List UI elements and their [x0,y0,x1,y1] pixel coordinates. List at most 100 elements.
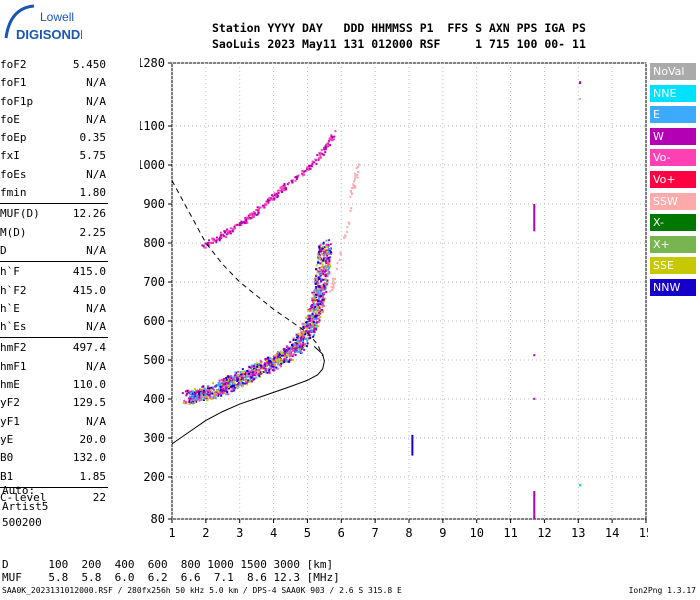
param-value: N/A [86,167,106,181]
echo-mark [344,234,347,237]
param-row: MUF(D) 12.26 [0,205,108,223]
param-name: foF2 [0,58,27,71]
echo-mark [220,383,223,386]
param-value: 415.0 [72,283,106,297]
echo-mark [252,378,255,381]
echo-mark [196,392,199,395]
echo-mark [295,336,298,339]
isolated-echo [411,434,414,456]
echo-mark [355,166,358,169]
y-tick-label: 400 [143,392,165,406]
param-name: foE [0,112,20,126]
echo-mark [319,279,322,282]
echo-mark [300,347,303,350]
echo-mark [254,366,257,369]
param-name: h`F [0,265,20,279]
echo-mark [277,355,280,358]
echo-mark [243,378,246,381]
echo-mark [236,370,239,373]
echo-mark [188,402,191,405]
echo-mark [246,221,249,224]
echo-mark [317,320,320,323]
echo-mark [232,389,235,392]
echo-mark [315,278,318,281]
echo-mark [275,192,278,195]
echo-mark [234,227,237,230]
echo-mark [312,329,315,332]
echo-mark [305,316,308,319]
echo-mark [210,386,213,389]
echo-mark [259,206,262,209]
echo-mark [229,375,232,378]
echo-mark [275,356,278,359]
y-tick-label: 700 [143,275,165,289]
echo-mark [352,180,355,183]
echo-mark [202,389,205,392]
echo-mark [230,385,233,388]
echo-mark [318,273,321,276]
echo-mark [256,373,259,376]
echo-mark [267,360,270,363]
echo-mark [321,278,324,281]
echo-mark [277,191,280,194]
echo-mark [260,366,263,369]
echo-mark [357,171,360,174]
echo-mark [313,299,316,302]
x-tick-label: 14 [605,526,619,540]
param-row: foE N/A [0,111,108,129]
echo-mark [224,389,227,392]
echo-mark [248,372,251,375]
echo-mark [232,377,235,380]
echo-mark [287,347,290,350]
isolated-echo [578,81,581,84]
echo-mark [300,333,303,336]
echo-mark [301,345,304,348]
echo-mark [300,345,303,348]
echo-mark [268,362,271,365]
echo-mark [338,258,341,261]
echo-mark [188,390,191,393]
echo-mark [209,241,212,244]
echo-mark [302,341,305,344]
echo-mark [248,380,251,383]
echo-mark [303,326,306,329]
echo-mark [328,272,331,275]
echo-mark [249,217,252,220]
echo-mark [284,348,287,351]
echo-mark [356,176,359,179]
echo-mark [331,289,334,292]
echo-mark [241,384,244,387]
echo-mark [196,396,199,399]
echo-mark [252,373,255,376]
echo-mark [286,351,289,354]
echo-mark [198,399,201,402]
param-separator [0,261,108,263]
echo-mark [329,144,332,147]
echo-mark [318,295,321,298]
echo-mark [309,333,312,336]
echo-mark [217,381,220,384]
echo-mark [262,370,265,373]
echo-mark [317,276,320,279]
echo-mark [255,208,258,211]
echo-mark [261,367,264,370]
echo-mark [314,305,317,308]
echo-mark [298,340,301,343]
echo-mark [327,267,330,270]
echo-mark [235,374,238,377]
echo-mark [250,380,253,383]
echo-mark [331,139,334,142]
echo-mark [318,157,321,160]
echo-mark [297,337,300,340]
echo-mark [283,360,286,363]
echo-mark [271,194,274,197]
echo-mark [318,285,321,288]
echo-mark [252,376,255,379]
echo-mark [224,382,227,385]
echo-mark [329,248,332,251]
echo-mark [313,297,316,300]
echo-mark [316,271,319,274]
echo-mark [246,375,249,378]
echo-mark [269,361,272,364]
echo-mark [311,312,314,315]
